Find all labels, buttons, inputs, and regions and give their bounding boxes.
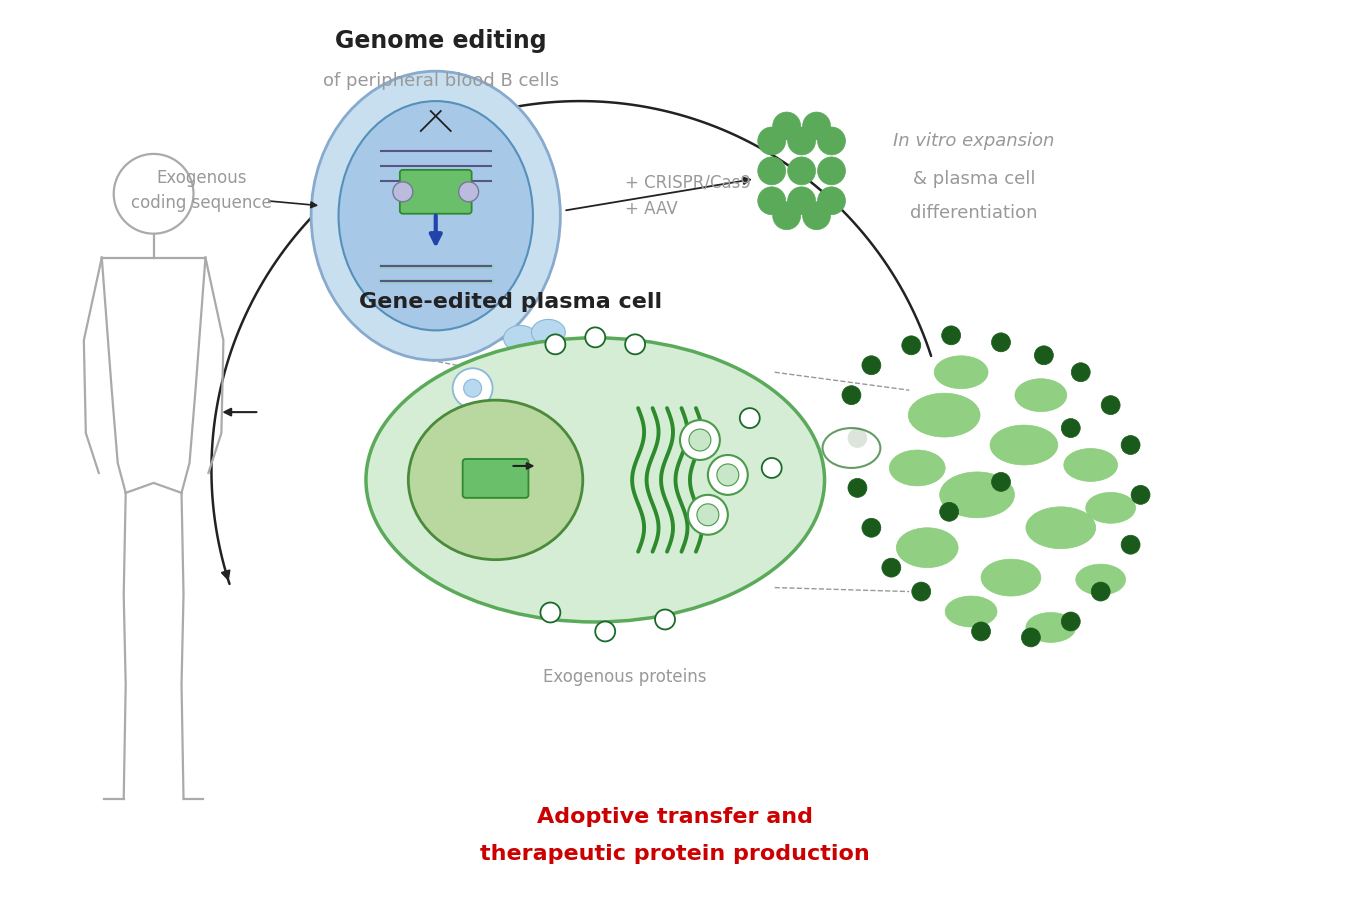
Circle shape (740, 408, 760, 428)
Circle shape (586, 328, 605, 347)
Circle shape (452, 368, 493, 408)
Ellipse shape (544, 356, 578, 382)
Ellipse shape (890, 450, 945, 486)
Circle shape (803, 202, 830, 230)
Circle shape (688, 429, 711, 451)
Text: In vitro expansion: In vitro expansion (894, 132, 1054, 150)
Circle shape (818, 187, 845, 215)
Text: Genome editing: Genome editing (335, 30, 547, 53)
Circle shape (787, 127, 815, 155)
Ellipse shape (1026, 507, 1096, 549)
Circle shape (787, 157, 815, 184)
Text: differentiation: differentiation (910, 203, 1038, 221)
Ellipse shape (408, 400, 583, 560)
Ellipse shape (1064, 448, 1118, 482)
Circle shape (1091, 582, 1110, 601)
Circle shape (757, 127, 786, 155)
FancyBboxPatch shape (400, 170, 471, 213)
Circle shape (1061, 418, 1080, 437)
Circle shape (1072, 363, 1091, 382)
Circle shape (680, 420, 720, 460)
Circle shape (861, 518, 880, 537)
Ellipse shape (504, 326, 537, 351)
Circle shape (459, 182, 479, 202)
Circle shape (393, 182, 413, 202)
Text: of peripheral blood B cells: of peripheral blood B cells (323, 72, 559, 90)
Ellipse shape (940, 472, 1014, 518)
Circle shape (848, 428, 867, 447)
Ellipse shape (366, 338, 825, 622)
Circle shape (911, 582, 930, 601)
Text: & plasma cell: & plasma cell (913, 170, 1035, 188)
Ellipse shape (909, 393, 980, 437)
Ellipse shape (310, 71, 560, 360)
Circle shape (940, 502, 958, 521)
Circle shape (655, 609, 675, 629)
Circle shape (772, 112, 801, 140)
Circle shape (772, 202, 801, 230)
Ellipse shape (896, 527, 958, 568)
Ellipse shape (934, 356, 988, 389)
Circle shape (1022, 628, 1041, 647)
Ellipse shape (532, 320, 566, 346)
Circle shape (803, 112, 830, 140)
Circle shape (717, 464, 738, 486)
Ellipse shape (981, 559, 1041, 596)
Ellipse shape (1015, 379, 1066, 411)
Ellipse shape (945, 596, 998, 627)
Text: therapeutic protein production: therapeutic protein production (481, 844, 869, 864)
Circle shape (545, 335, 566, 355)
Circle shape (818, 127, 845, 155)
Ellipse shape (990, 425, 1058, 465)
Ellipse shape (518, 338, 552, 364)
Circle shape (595, 622, 616, 642)
Ellipse shape (1076, 564, 1126, 595)
Circle shape (1034, 346, 1053, 365)
Ellipse shape (339, 101, 533, 330)
Circle shape (625, 335, 645, 355)
Ellipse shape (1026, 613, 1076, 643)
Circle shape (861, 356, 880, 374)
Circle shape (757, 157, 786, 184)
Circle shape (757, 187, 786, 215)
Ellipse shape (1085, 492, 1135, 523)
FancyBboxPatch shape (463, 459, 528, 498)
Text: Adoptive transfer and: Adoptive transfer and (537, 807, 813, 827)
Circle shape (787, 187, 815, 215)
Ellipse shape (513, 377, 547, 403)
Circle shape (1120, 436, 1139, 454)
Circle shape (902, 336, 921, 355)
Circle shape (1102, 396, 1120, 415)
Circle shape (707, 455, 748, 495)
Circle shape (818, 157, 845, 184)
Circle shape (540, 602, 560, 623)
Circle shape (842, 386, 861, 405)
Circle shape (1120, 536, 1139, 554)
Circle shape (972, 622, 991, 641)
Circle shape (761, 458, 782, 478)
Text: Exogenous proteins: Exogenous proteins (544, 669, 707, 687)
Circle shape (942, 326, 961, 345)
Circle shape (1061, 612, 1080, 631)
Circle shape (991, 472, 1010, 491)
Circle shape (848, 479, 867, 498)
Circle shape (697, 504, 718, 526)
Circle shape (882, 558, 900, 577)
Circle shape (991, 333, 1010, 352)
Text: + CRISPR/Cas9
+ AAV: + CRISPR/Cas9 + AAV (625, 174, 751, 218)
Ellipse shape (822, 428, 880, 468)
Text: Exogenous
coding sequence: Exogenous coding sequence (131, 169, 271, 212)
Text: Gene-edited plasma cell: Gene-edited plasma cell (359, 292, 662, 312)
Circle shape (688, 495, 728, 535)
Circle shape (1131, 485, 1150, 504)
Circle shape (463, 379, 482, 397)
Ellipse shape (489, 357, 522, 383)
